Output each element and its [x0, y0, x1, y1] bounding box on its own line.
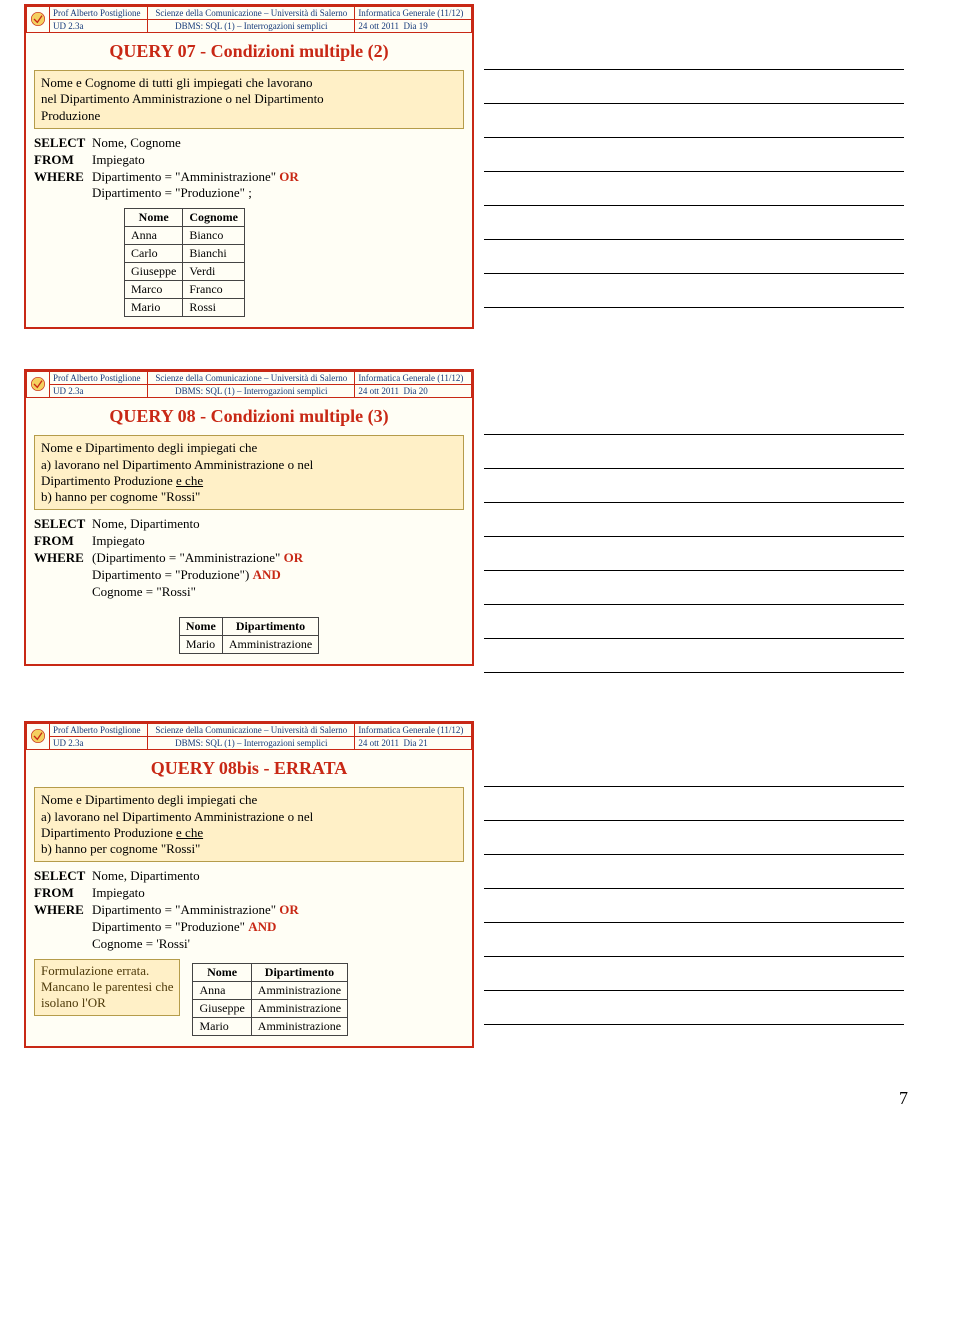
logo-icon [27, 724, 50, 750]
description-box: Nome e Dipartimento degli impiegati che … [34, 435, 464, 510]
head-dept: Scienze della Comunicazione – Università… [148, 372, 355, 385]
note-line: Mancano le parentesi che [41, 979, 173, 995]
head-subject: DBMS: SQL (1) – Interrogazioni semplici [148, 20, 355, 33]
desc-line: Produzione [41, 108, 457, 124]
slide-title: QUERY 08bis - ERRATA [34, 758, 464, 779]
col-header: Cognome [183, 209, 245, 227]
head-course: Informatica Generale (11/12) [355, 372, 472, 385]
desc-line: Nome e Dipartimento degli impiegati che [41, 792, 457, 808]
slide-head-table: Prof Alberto Postiglione Scienze della C… [26, 6, 472, 33]
head-ud: UD 2.3a [50, 737, 148, 750]
table-row: GiuseppeVerdi [125, 263, 245, 281]
col-header: Nome [193, 963, 251, 981]
table-row: MarioAmministrazione [179, 635, 318, 653]
slide-row-2: Prof Alberto Postiglione Scienze della C… [24, 369, 936, 681]
head-ud: UD 2.3a [50, 385, 148, 398]
head-subject: DBMS: SQL (1) – Interrogazioni semplici [148, 385, 355, 398]
note-lines [484, 721, 936, 1033]
table-row: GiuseppeAmministrazione [193, 999, 348, 1017]
slide-1: Prof Alberto Postiglione Scienze della C… [24, 4, 474, 329]
desc-line: Dipartimento Produzione e che [41, 825, 457, 841]
slide-row-3: Prof Alberto Postiglione Scienze della C… [24, 721, 936, 1047]
description-box: Nome e Dipartimento degli impiegati che … [34, 787, 464, 862]
logo-icon [27, 372, 50, 398]
head-prof: Prof Alberto Postiglione [50, 7, 148, 20]
slide-head-table: Prof Alberto Postiglione Scienze della C… [26, 723, 472, 750]
col-header: Dipartimento [222, 617, 318, 635]
table-row: MarioRossi [125, 299, 245, 317]
sql-block: SELECTNome, Cognome FROMImpiegato WHERED… [34, 133, 464, 205]
head-dept: Scienze della Comunicazione – Università… [148, 724, 355, 737]
table-row: CarloBianchi [125, 245, 245, 263]
slide-row-1: Prof Alberto Postiglione Scienze della C… [24, 4, 936, 329]
desc-line: b) hanno per cognome "Rossi" [41, 489, 457, 505]
head-course: Informatica Generale (11/12) [355, 7, 472, 20]
sql-block: SELECTNome, Dipartimento FROMImpiegato W… [34, 866, 464, 954]
head-prof: Prof Alberto Postiglione [50, 372, 148, 385]
description-box: Nome e Cognome di tutti gli impiegati ch… [34, 70, 464, 129]
result-table-3: NomeDipartimento AnnaAmministrazione Giu… [192, 963, 348, 1036]
table-row: MarcoFranco [125, 281, 245, 299]
col-header: Dipartimento [251, 963, 347, 981]
result-table-2: NomeDipartimento MarioAmministrazione [179, 617, 319, 654]
note-line: Formulazione errata. [41, 963, 173, 979]
desc-line: nel Dipartimento Amministrazione o nel D… [41, 91, 457, 107]
head-dept: Scienze della Comunicazione – Università… [148, 7, 355, 20]
desc-line: a) lavorano nel Dipartimento Amministraz… [41, 809, 457, 825]
sql-block: SELECTNome, Dipartimento FROMImpiegato W… [34, 514, 464, 602]
head-ud: UD 2.3a [50, 20, 148, 33]
desc-line: a) lavorano nel Dipartimento Amministraz… [41, 457, 457, 473]
slide-title: QUERY 07 - Condizioni multiple (2) [34, 41, 464, 62]
slide-3: Prof Alberto Postiglione Scienze della C… [24, 721, 474, 1047]
desc-line: b) hanno per cognome "Rossi" [41, 841, 457, 857]
head-date: 24 ott 2011 Dia 20 [355, 385, 472, 398]
logo-icon [27, 7, 50, 33]
head-subject: DBMS: SQL (1) – Interrogazioni semplici [148, 737, 355, 750]
table-row: AnnaBianco [125, 227, 245, 245]
slide-title: QUERY 08 - Condizioni multiple (3) [34, 406, 464, 427]
result-table-1: NomeCognome AnnaBianco CarloBianchi Gius… [124, 208, 245, 317]
head-course: Informatica Generale (11/12) [355, 724, 472, 737]
desc-line: Nome e Cognome di tutti gli impiegati ch… [41, 75, 457, 91]
slide-head-table: Prof Alberto Postiglione Scienze della C… [26, 371, 472, 398]
col-header: Nome [125, 209, 183, 227]
table-row: AnnaAmministrazione [193, 981, 348, 999]
error-note-box: Formulazione errata. Mancano le parentes… [34, 959, 180, 1016]
page-number: 7 [24, 1088, 908, 1109]
desc-line: Nome e Dipartimento degli impiegati che [41, 440, 457, 456]
table-row: MarioAmministrazione [193, 1017, 348, 1035]
note-lines [484, 4, 936, 316]
head-date: 24 ott 2011 Dia 19 [355, 20, 472, 33]
note-lines [484, 369, 936, 681]
note-line: isolano l'OR [41, 995, 173, 1011]
head-date: 24 ott 2011 Dia 21 [355, 737, 472, 750]
slide-2: Prof Alberto Postiglione Scienze della C… [24, 369, 474, 665]
desc-line: Dipartimento Produzione e che [41, 473, 457, 489]
head-prof: Prof Alberto Postiglione [50, 724, 148, 737]
col-header: Nome [179, 617, 222, 635]
